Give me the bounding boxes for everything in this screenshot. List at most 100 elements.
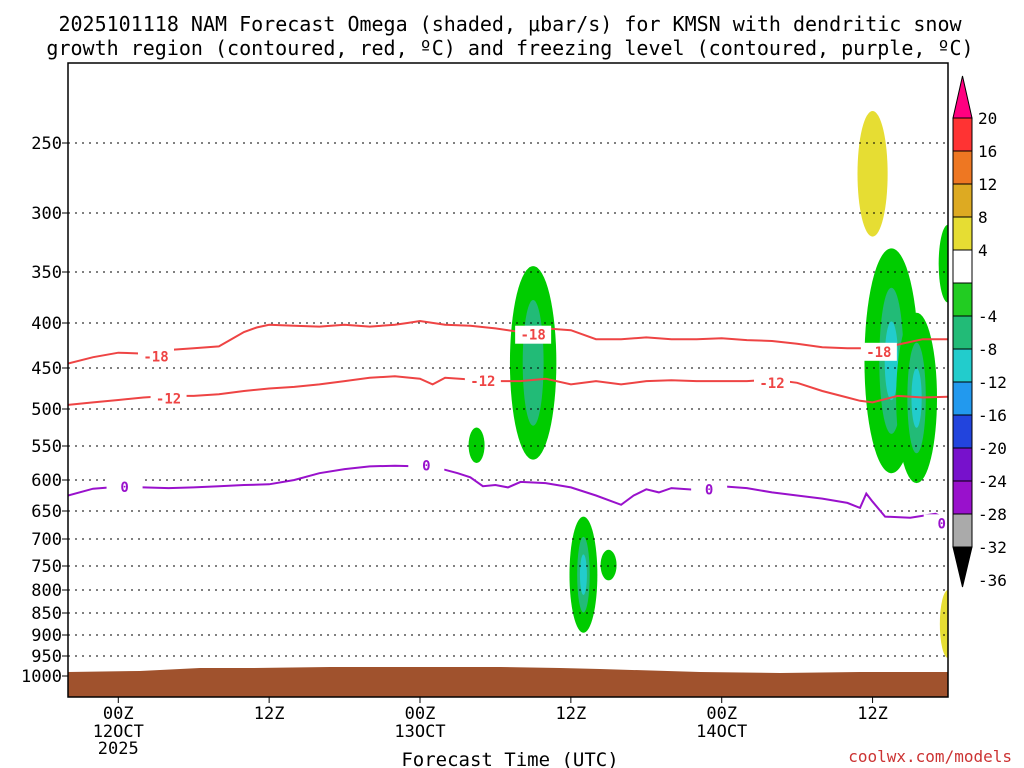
upward-motion-cluster-440-580-inner bbox=[1010, 356, 1024, 443]
pressure-axis: 2503003504004505005506006507007508008509… bbox=[21, 134, 68, 687]
colorbar-swatch-2 bbox=[952, 150, 973, 185]
ytick-label-950: 950 bbox=[31, 647, 62, 667]
xtick-label-5: 12Z bbox=[857, 704, 888, 724]
colorbar-label-5: -4 bbox=[978, 307, 997, 326]
colorbar-label-6: -8 bbox=[978, 340, 997, 359]
colorbar-bottom-arrow bbox=[952, 546, 973, 588]
ytick-label-850: 850 bbox=[31, 604, 62, 624]
xtick-date-0: 12OCT bbox=[93, 722, 144, 742]
contour-label-2-3: 0 bbox=[937, 516, 945, 532]
subsidence-870-950-outer bbox=[939, 590, 948, 658]
temperature-contours: -18 -18 -18 -12 -12 -12 0 0 0 0 bbox=[68, 319, 948, 533]
xtick-label-1: 12Z bbox=[254, 704, 285, 724]
subsidence-870-950 bbox=[939, 590, 954, 658]
upward-motion-cell-745-outer bbox=[600, 549, 617, 581]
colorbar-swatch-6 bbox=[952, 282, 973, 317]
xtick-label-2: 00Z bbox=[405, 704, 436, 724]
colorbar-swatch-1 bbox=[952, 117, 973, 152]
contour-label-2-1: 0 bbox=[422, 459, 430, 475]
contour-line-1 bbox=[68, 375, 948, 406]
contour-label-1-0: -12 bbox=[156, 391, 181, 407]
contour-label-bg-2-0 bbox=[106, 477, 143, 496]
xtick-label-0: 00Z bbox=[103, 704, 134, 724]
contour-label-1-1: -12 bbox=[470, 374, 495, 390]
subsidence-870-950-inner bbox=[948, 616, 954, 643]
contour-label-bg-1-0 bbox=[150, 389, 187, 408]
upward-motion-ascent-400-500-inner bbox=[522, 299, 544, 426]
ytick-label-250: 250 bbox=[31, 134, 62, 154]
colorbar-swatch-13 bbox=[952, 513, 973, 548]
contour-label-0-0: -18 bbox=[143, 349, 168, 365]
contour-label-2-0: 0 bbox=[120, 480, 128, 496]
contour-label-2-2: 0 bbox=[705, 482, 713, 498]
colorbar: 20 16 12 8 4 -4 -8 -12 -16 -20 -24 -28 -32 -36 bbox=[952, 75, 1007, 590]
upward-motion-cell-520-575 bbox=[468, 427, 485, 463]
contour-label-bg-2-2 bbox=[691, 480, 728, 499]
xtick-date-4: 14OCT bbox=[696, 722, 747, 742]
ytick-label-550: 550 bbox=[31, 437, 62, 457]
colorbar-swatch-5 bbox=[952, 249, 973, 284]
upward-motion-cell-745 bbox=[600, 549, 617, 581]
colorbar-label-0: 20 bbox=[978, 109, 997, 128]
colorbar-label-1: 16 bbox=[978, 142, 997, 161]
colorbar-label-7: -12 bbox=[978, 373, 1007, 392]
contour-label-0-1: -18 bbox=[520, 328, 545, 344]
ytick-label-650: 650 bbox=[31, 502, 62, 522]
omega-shading bbox=[468, 111, 1024, 658]
contour-label-bg-0-0 bbox=[138, 347, 174, 366]
colorbar-label-4: 4 bbox=[978, 241, 988, 260]
subsidence-240-290-outer bbox=[857, 111, 888, 237]
upward-motion-cell-700-900 bbox=[569, 516, 598, 633]
colorbar-label-13: -36 bbox=[978, 571, 1007, 590]
ytick-label-750: 750 bbox=[31, 557, 62, 577]
colorbar-swatch-3 bbox=[952, 183, 973, 218]
ytick-label-350: 350 bbox=[31, 263, 62, 283]
colorbar-label-10: -24 bbox=[978, 472, 1007, 491]
ytick-label-500: 500 bbox=[31, 400, 62, 420]
x-axis-label: Forecast Time (UTC) bbox=[401, 749, 618, 768]
ytick-label-700: 700 bbox=[31, 530, 62, 550]
colorbar-swatch-9 bbox=[952, 381, 973, 416]
upward-motion-ascent-400-500 bbox=[509, 266, 557, 460]
ground-surface bbox=[68, 667, 948, 697]
contour-line-2 bbox=[68, 464, 948, 521]
colorbar-swatch-4 bbox=[952, 216, 973, 251]
contour-label-bg-0-2 bbox=[860, 342, 897, 361]
ytick-label-1000: 1000 bbox=[21, 667, 62, 687]
xtick-label-4: 00Z bbox=[706, 704, 737, 724]
xtick-label-3: 12Z bbox=[555, 704, 586, 724]
upward-motion-cell-310-380 bbox=[938, 224, 948, 303]
credit-label: coolwx.com/models bbox=[848, 747, 1012, 766]
contour-label-bg-2-3 bbox=[923, 514, 948, 533]
chart-title-line1: 2025101118 NAM Forecast Omega (shaded, μ… bbox=[58, 12, 962, 36]
contour-label-bg-1-1 bbox=[464, 372, 501, 391]
xtick-year-0: 2025 bbox=[98, 739, 139, 759]
ytick-label-800: 800 bbox=[31, 581, 62, 601]
contour-label-bg-1-2 bbox=[754, 373, 790, 392]
ytick-label-900: 900 bbox=[31, 626, 62, 646]
subsidence-240-290 bbox=[857, 111, 888, 237]
ground-fill bbox=[68, 667, 948, 697]
ytick-label-300: 300 bbox=[31, 204, 62, 224]
colorbar-swatch-8 bbox=[952, 348, 973, 383]
contour-label-1-2: -12 bbox=[759, 376, 784, 392]
colorbar-swatch-11 bbox=[952, 447, 973, 482]
ytick-label-400: 400 bbox=[31, 314, 62, 334]
colorbar-label-2: 12 bbox=[978, 175, 997, 194]
colorbar-top-arrow bbox=[952, 75, 973, 119]
colorbar-label-9: -20 bbox=[978, 439, 1007, 458]
colorbar-label-11: -28 bbox=[978, 505, 1007, 524]
upward-motion-cell-700-900-core bbox=[579, 554, 587, 596]
colorbar-label-12: -32 bbox=[978, 538, 1007, 557]
colorbar-label-3: 8 bbox=[978, 208, 988, 227]
colorbar-swatch-7 bbox=[952, 315, 973, 350]
colorbar-swatch-12 bbox=[952, 480, 973, 515]
contour-label-bg-2-1 bbox=[408, 456, 445, 475]
colorbar-label-8: -16 bbox=[978, 406, 1007, 425]
pressure-gridlines bbox=[68, 142, 948, 677]
contour-label-bg-0-1 bbox=[515, 325, 552, 344]
upward-motion-cell-520-575-outer bbox=[468, 427, 485, 463]
chart-title-line2: growth region (contoured, red, ºC) and f… bbox=[46, 36, 973, 60]
